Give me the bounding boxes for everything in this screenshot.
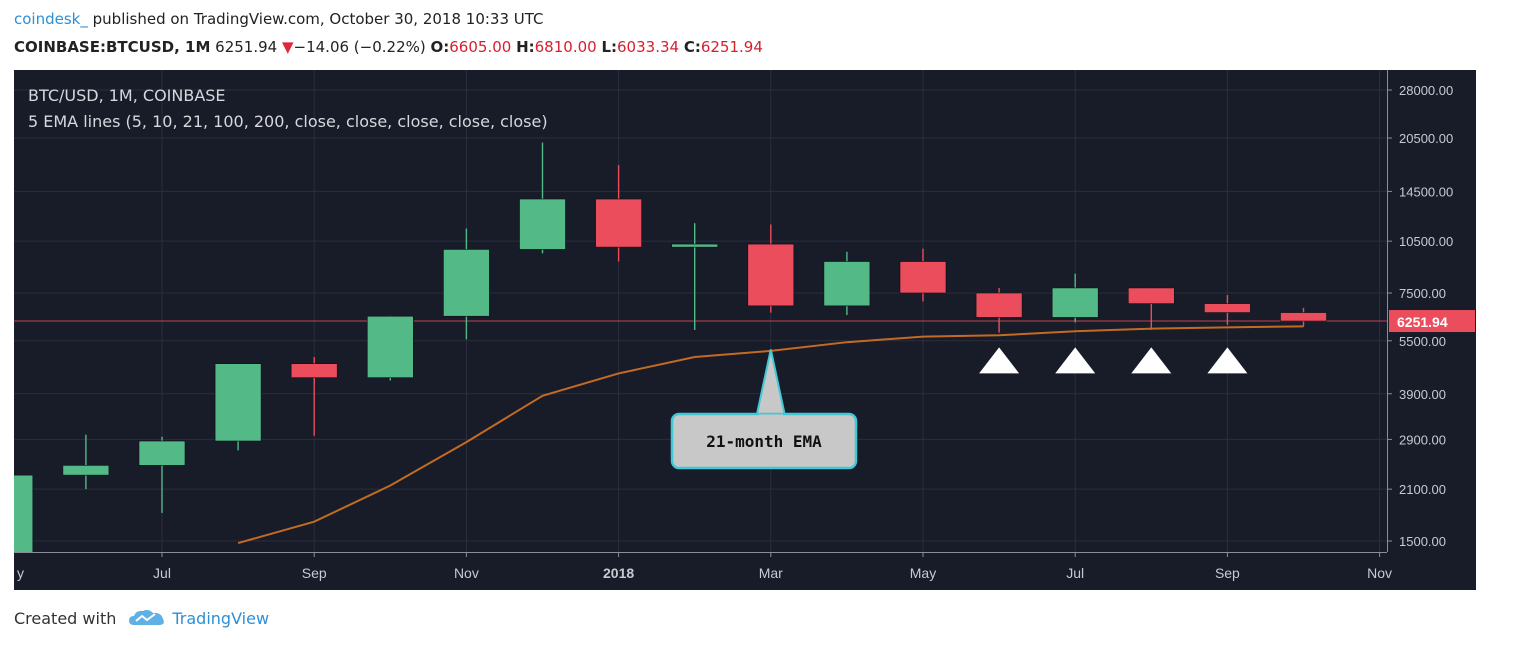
candle — [1204, 295, 1251, 325]
candle-body — [1280, 312, 1327, 322]
low-label: L: — [601, 38, 618, 56]
candle — [747, 224, 795, 313]
last-price-tag — [1389, 310, 1475, 333]
candle-body — [975, 292, 1023, 318]
y-tick-label: 2100.00 — [1399, 482, 1446, 497]
y-tick-label: 5500.00 — [1399, 334, 1446, 349]
candle-body — [62, 465, 110, 476]
candle-body — [214, 363, 262, 442]
candle — [975, 287, 1023, 333]
candle-body — [595, 198, 642, 248]
close-value: 6251.94 — [700, 38, 763, 56]
support-marker-triangle — [1207, 347, 1248, 374]
candle — [366, 315, 414, 381]
grid-lines — [14, 70, 1387, 552]
candle — [519, 142, 566, 254]
candle-body — [14, 474, 34, 552]
y-tick-label: 1500.00 — [1399, 534, 1446, 549]
chart-canvas[interactable]: 21-month EMA 1500.00 2100.00 2900.00 3900.00… — [14, 70, 1476, 590]
y-tick-label: 2900.00 — [1399, 432, 1446, 447]
candle-body — [823, 261, 871, 307]
last-price: 6251.94 — [215, 38, 278, 56]
created-with-text: Created with — [14, 608, 117, 628]
price-chart[interactable]: 21-month EMA 1500.00 2100.00 2900.00 3900.00… — [14, 70, 1476, 590]
x-tick-label: Jul — [1066, 565, 1084, 581]
footer: Created with TradingView — [14, 608, 269, 628]
candle-body — [671, 243, 719, 248]
publisher-username[interactable]: coindesk_ — [14, 10, 88, 28]
candle-body — [1128, 287, 1175, 304]
low-value: 6033.34 — [617, 38, 680, 56]
indicator-legend[interactable]: 5 EMA lines (5, 10, 21, 100, 200, close,… — [28, 112, 548, 131]
x-axis-labels: y Jul Sep Nov 2018 Mar May Jul Sep Nov — [17, 552, 1392, 581]
candle-body — [443, 249, 490, 317]
x-tick-label: Nov — [1367, 565, 1392, 581]
callout-pointer — [755, 349, 787, 416]
symbol-name: COINBASE:BTCUSD, 1M — [14, 38, 211, 56]
last-price-tag-label: 6251.94 — [1397, 314, 1448, 330]
candle-body — [366, 315, 414, 378]
candle — [595, 165, 642, 262]
close-label: C: — [683, 38, 701, 56]
y-tick-label: 14500.00 — [1399, 184, 1453, 199]
y-tick-label: 7500.00 — [1399, 286, 1446, 301]
published-text: published on TradingView.com, October 30… — [92, 10, 544, 28]
candle-body — [1204, 303, 1251, 313]
y-tick-label: 10500.00 — [1399, 234, 1453, 249]
candle-body — [519, 198, 566, 250]
down-arrow-icon: ▼ — [281, 38, 294, 56]
candle-body — [899, 261, 947, 294]
open-label: O: — [430, 38, 450, 56]
x-tick-label: Nov — [454, 565, 479, 581]
high-label: H: — [516, 38, 535, 56]
x-tick-label: Sep — [302, 565, 327, 581]
candle — [1280, 307, 1327, 327]
tradingview-brand[interactable]: TradingView — [172, 608, 270, 628]
candle-body — [1051, 287, 1099, 318]
y-axis-labels: 1500.00 2100.00 2900.00 3900.00 5500.00 7500.… — [1387, 83, 1453, 549]
x-tick-label: Jul — [153, 565, 171, 581]
high-value: 6810.00 — [534, 38, 597, 56]
candle-body — [138, 440, 186, 466]
candle — [443, 228, 490, 340]
ema-callout: 21-month EMA — [670, 349, 858, 470]
candle — [1128, 287, 1175, 330]
chart-title: BTC/USD, 1M, COINBASE — [28, 86, 226, 105]
candle — [290, 357, 338, 436]
support-marker-triangle — [979, 347, 1020, 374]
candle — [14, 474, 34, 552]
candle — [138, 436, 186, 513]
callout-label: 21-month EMA — [706, 432, 822, 451]
plot-area — [14, 142, 1387, 552]
support-marker-triangle — [1055, 347, 1096, 374]
x-tick-label: Mar — [759, 565, 783, 581]
support-marker-triangle — [1131, 347, 1172, 374]
open-value: 6605.00 — [449, 38, 512, 56]
x-tick-label: May — [910, 565, 936, 581]
x-tick-label: y — [17, 565, 24, 581]
tradingview-cloud-icon[interactable] — [128, 608, 166, 628]
y-tick-label: 28000.00 — [1399, 83, 1453, 98]
candle-body — [290, 363, 338, 378]
candle — [671, 223, 719, 330]
y-tick-label: 20500.00 — [1399, 131, 1453, 146]
candle — [823, 251, 871, 316]
candle — [899, 248, 947, 302]
candle — [1051, 273, 1099, 323]
price-change: −14.06 (−0.22%) — [293, 38, 426, 56]
x-tick-label: 2018 — [603, 565, 634, 581]
candle — [62, 434, 110, 490]
y-tick-label: 3900.00 — [1399, 387, 1446, 402]
candle — [214, 363, 262, 451]
symbol-info: COINBASE:BTCUSD, 1M 6251.94 ▼−14.06 (−0.… — [14, 38, 763, 56]
callout-box — [670, 412, 858, 470]
candle-body — [747, 243, 795, 307]
publish-info: coindesk_ published on TradingView.com, … — [14, 10, 544, 28]
x-tick-label: Sep — [1215, 565, 1240, 581]
